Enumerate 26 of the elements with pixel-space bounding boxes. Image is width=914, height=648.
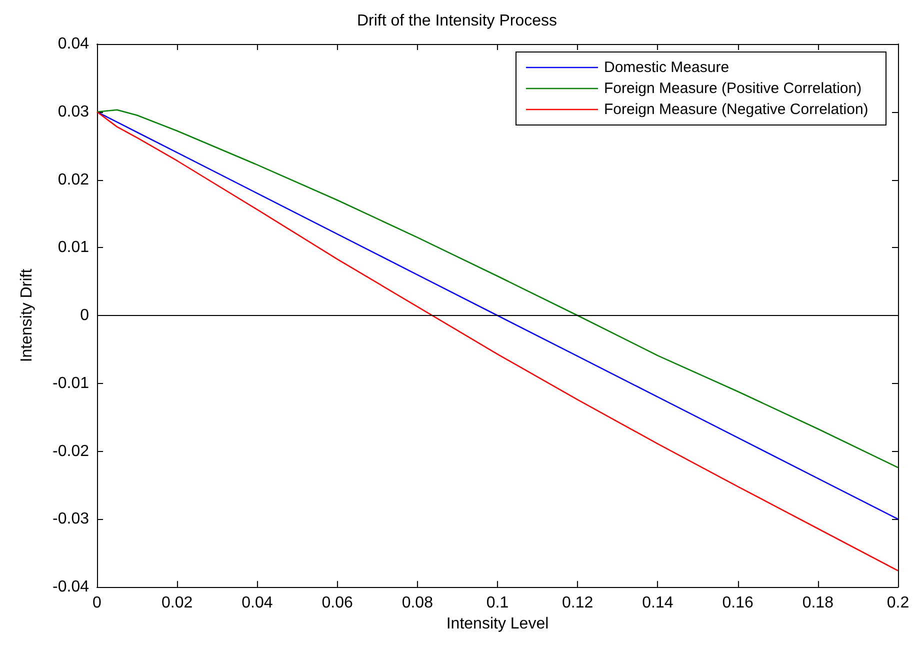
x-tick-label: 0.18 <box>802 594 834 612</box>
y-axis-title: Intensity Drift <box>18 268 36 362</box>
legend-label: Foreign Measure (Negative Correlation) <box>604 101 868 118</box>
x-axis-title: Intensity Level <box>446 615 549 632</box>
x-tick-label: 0 <box>92 594 102 612</box>
y-tick-label: -0.02 <box>52 442 90 460</box>
y-tick-label: 0.03 <box>58 103 90 120</box>
x-tick-label: 0.02 <box>162 594 193 612</box>
y-tick-label: 0.04 <box>58 36 90 52</box>
x-tick-label: 0.16 <box>722 594 754 612</box>
x-tick-label: 0.2 <box>886 594 910 612</box>
legend-label: Foreign Measure (Positive Correlation) <box>604 80 862 97</box>
y-tick-label: 0.01 <box>58 239 90 256</box>
x-tick-label: 0.1 <box>486 594 509 612</box>
y-tick-label: -0.01 <box>52 374 90 392</box>
y-tick-label: -0.03 <box>52 510 90 528</box>
x-tick-label: 0.08 <box>402 594 434 612</box>
x-tick-label: 0.12 <box>562 594 594 612</box>
legend-label: Domestic Measure <box>604 59 730 76</box>
x-tick-label: 0.04 <box>242 594 273 612</box>
chart-title: Drift of the Intensity Process <box>356 12 558 30</box>
y-tick-label: -0.04 <box>52 578 90 596</box>
y-tick-label: 0.02 <box>58 171 90 188</box>
x-tick-label: 0.14 <box>642 594 674 612</box>
x-tick-label: 0.06 <box>322 594 353 612</box>
y-tick-label: 0 <box>80 307 90 324</box>
